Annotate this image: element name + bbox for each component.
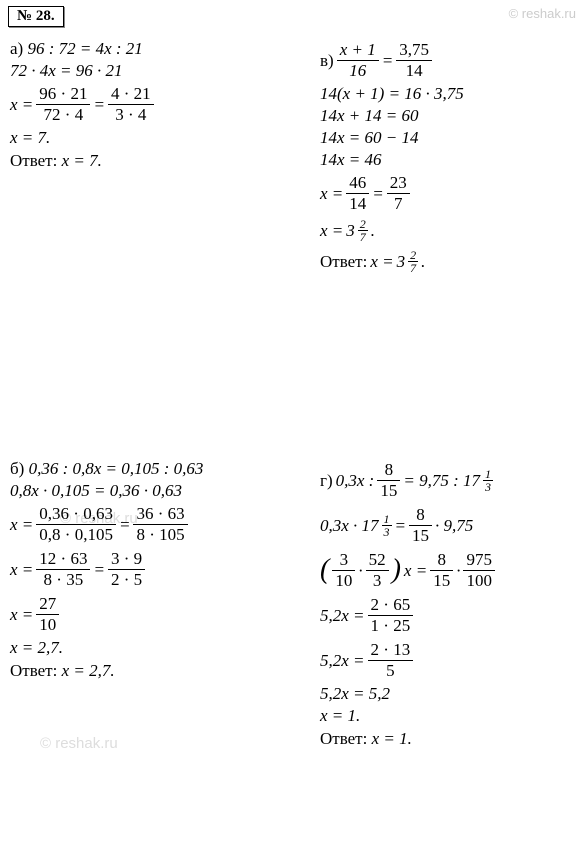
a-line2: 72 · 4x = 96 · 21 [10,62,154,79]
g-line3: ( 310 · 523 ) x = 815 · 975100 [320,550,495,590]
g-line4: 5,2x = 2 · 651 · 25 [320,595,495,635]
a-line1: а) 96 : 72 = 4x : 21 [10,40,154,57]
b-line6: x = 2,7. [10,639,203,656]
b-line2: 0,8x · 0,105 = 0,36 · 0,63 [10,482,203,499]
v-line4: 14x = 60 − 14 [320,129,464,146]
b-line5: x = 2710 [10,594,203,634]
g-answer: Ответ: x = 1. [320,730,495,747]
a-line3: x = 96 · 2172 · 4 = 4 · 213 · 4 [10,84,154,124]
g-line7: x = 1. [320,707,495,724]
a-answer: Ответ: x = 7. [10,152,154,169]
v-line3: 14x + 14 = 60 [320,107,464,124]
g-line1: г) 0,3x : 815 = 9,75 : 17 13 [320,460,495,500]
b-answer: Ответ: x = 2,7. [10,662,203,679]
watermark-center-2: © reshak.ru [40,735,118,752]
v-line7: x = 3 27 . [320,218,464,243]
b-line4: x = 12 · 638 · 35 = 3 · 92 · 5 [10,549,203,589]
a-line4: x = 7. [10,129,154,146]
v-line2: 14(x + 1) = 16 · 3,75 [320,85,464,102]
b-line3: x = 0,36 · 0,630,8 · 0,105 = 36 · 638 · … [10,504,203,544]
problem-g: г) 0,3x : 815 = 9,75 : 17 13 0,3x · 17 1… [320,460,495,752]
g-line5: 5,2x = 2 · 135 [320,640,495,680]
problem-a: а) 96 : 72 = 4x : 21 72 · 4x = 96 · 21 x… [10,40,154,174]
watermark-top-right: © reshak.ru [509,6,576,21]
problem-badge: № 28. [8,6,64,27]
g-line6: 5,2x = 5,2 [320,685,495,702]
v-line1: в) x + 116 = 3,7514 [320,40,464,80]
problem-b: б) 0,36 : 0,8x = 0,105 : 0,63 0,8x · 0,1… [10,460,203,684]
v-line6: x = 4614 = 237 [320,173,464,213]
b-line1: б) 0,36 : 0,8x = 0,105 : 0,63 [10,460,203,477]
v-answer: Ответ: x = 3 27 . [320,249,464,274]
g-line2: 0,3x · 17 13 = 815 · 9,75 [320,505,495,545]
v-line5: 14x = 46 [320,151,464,168]
problem-v: в) x + 116 = 3,7514 14(x + 1) = 16 · 3,7… [320,40,464,279]
